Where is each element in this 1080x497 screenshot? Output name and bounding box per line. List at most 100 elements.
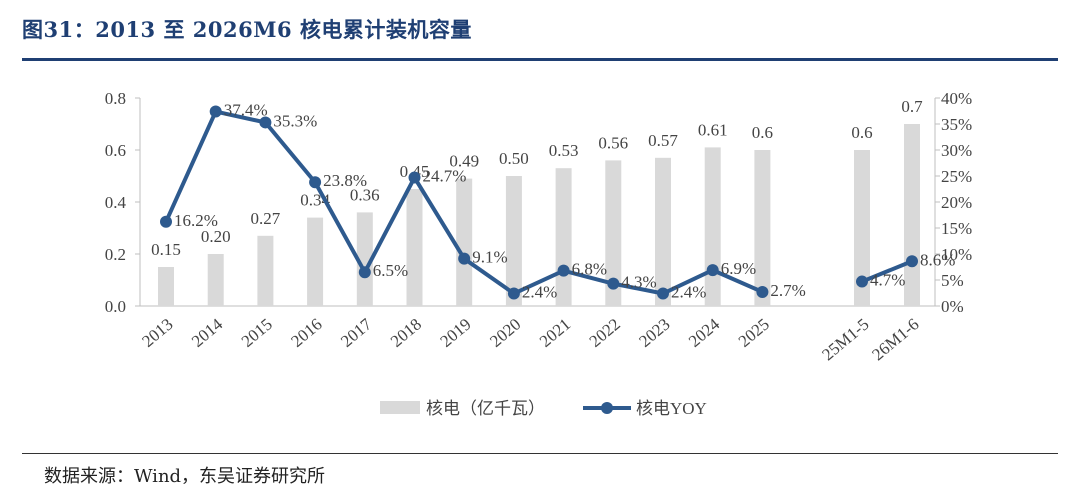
- capacity-bar: [704, 147, 721, 306]
- x-tick-label: 2015: [238, 315, 276, 351]
- capacity-bar-label: 0.53: [549, 141, 579, 160]
- capacity-bar-label: 0.27: [251, 209, 281, 228]
- capacity-bar: [356, 212, 373, 306]
- legend-line-marker: [601, 402, 613, 414]
- capacity-bar: [505, 176, 522, 306]
- yoy-value-label: 16.2%: [174, 211, 218, 230]
- yoy-value-label: 23.8%: [323, 171, 367, 190]
- x-tick-label: 2013: [138, 315, 176, 351]
- yoy-labels: 16.2% 37.4% 35.3% 23.8% 6.5% 24.7% 9.1% 2.4% 6.8…: [174, 101, 955, 302]
- x-tick-label: 2021: [536, 315, 574, 351]
- capacity-bar-label: 0.7: [901, 97, 923, 116]
- yoy-value-label: 6.9%: [721, 259, 756, 278]
- yoy-point: [458, 252, 471, 265]
- legend-bar-label: 核电（亿千瓦）: [426, 399, 545, 418]
- y-left-tick-label: 0.0: [105, 297, 126, 316]
- capacity-bar-label: 0.61: [698, 120, 728, 139]
- x-tick-label: 2016: [287, 315, 325, 351]
- yoy-value-label: 37.4%: [224, 101, 268, 120]
- nuclear-capacity-chart: 0.150.200.270.34 0.360.450.49 0.50 0.53 0.56…: [105, 89, 972, 418]
- yoy-point: [607, 277, 620, 290]
- y-right-tick-label: 35%: [941, 115, 972, 134]
- yoy-line-segment: [861, 259, 913, 284]
- yoy-point: [209, 105, 222, 118]
- y-left-tick-label: 0.8: [105, 89, 126, 108]
- yoy-point: [358, 266, 371, 279]
- x-tick-label: 2023: [635, 315, 673, 351]
- capacity-bar-label: 0.6: [851, 123, 872, 142]
- bar-series: [158, 124, 920, 306]
- title-rule: [22, 58, 1058, 61]
- x-tick-label: 2014: [188, 314, 227, 351]
- x-tick-label: 2019: [437, 315, 475, 351]
- capacity-bar-label: 0.49: [449, 152, 479, 171]
- y-left-tick-label: 0.4: [105, 193, 127, 212]
- yoy-point: [657, 287, 669, 300]
- x-tick-label: 2022: [586, 315, 624, 351]
- y-right-tick-label: 10%: [941, 245, 972, 264]
- capacity-bar-label: 0.6: [752, 123, 773, 142]
- yoy-value-label: 9.1%: [472, 248, 507, 267]
- capacity-bar: [158, 267, 174, 306]
- capacity-bar-label: 0.20: [201, 227, 231, 246]
- capacity-bar: [307, 217, 324, 306]
- yoy-point: [756, 285, 769, 298]
- y-right-tick-label: 30%: [941, 141, 972, 160]
- axes: [135, 97, 940, 307]
- x-tick-label: 2018: [387, 315, 425, 351]
- legend-line-label: 核电YOY: [636, 399, 707, 418]
- yoy-value-label: 2.4%: [671, 283, 706, 302]
- capacity-bar-label: 0.57: [648, 131, 678, 150]
- figure-title: 图31：2013 至 2026M6 核电累计装机容量: [22, 17, 472, 42]
- capacity-bar-label: 0.36: [350, 185, 380, 204]
- footer-rule: [22, 453, 1058, 454]
- capacity-bar: [406, 189, 423, 306]
- y-right-tick-label: 40%: [941, 89, 972, 108]
- y-right-tick-label: 20%: [941, 193, 972, 212]
- yoy-value-label: 4.3%: [621, 273, 656, 292]
- yoy-value-label: 35.3%: [273, 111, 317, 130]
- x-tick-label: 2020: [486, 315, 524, 351]
- capacity-bar-label: 0.56: [598, 133, 628, 152]
- yoy-value-label: 24.7%: [423, 167, 467, 186]
- x-tick-label: 26M1-6: [868, 315, 922, 365]
- yoy-value-label: 6.5%: [373, 261, 408, 280]
- y-left-tick-label: 0.2: [105, 245, 126, 264]
- capacity-bar-label: 0.15: [151, 240, 181, 259]
- yoy-point: [557, 264, 570, 277]
- x-tick-label: 2024: [685, 314, 724, 351]
- capacity-bar: [605, 160, 622, 306]
- capacity-bar: [655, 157, 671, 306]
- x-tick-label: 2025: [735, 315, 773, 351]
- capacity-bar-label: 0.45: [400, 162, 430, 181]
- yoy-point: [309, 176, 322, 189]
- yoy-point: [160, 215, 172, 228]
- capacity-bar: [456, 178, 473, 306]
- yoy-value-label: 2.7%: [770, 281, 805, 300]
- yoy-point: [259, 116, 272, 129]
- capacity-bar: [754, 150, 771, 306]
- yoy-line-series: [160, 105, 918, 300]
- capacity-bar: [904, 124, 920, 306]
- legend-bar-swatch: [380, 401, 420, 414]
- tick-labels: 0.0 0.2 0.4 0.6 0.8 0% 5% 10% 15% 20% 25% 30% 35% 40%…: [105, 89, 972, 364]
- capacity-bar-label: 0.50: [499, 149, 529, 168]
- yoy-point: [507, 287, 520, 300]
- yoy-point: [706, 264, 719, 277]
- y-right-tick-label: 15%: [941, 219, 972, 238]
- y-left-tick-label: 0.6: [105, 141, 126, 160]
- capacity-bar: [854, 150, 870, 306]
- bar-labels: 0.150.200.270.34 0.360.450.49 0.50 0.53 0.56…: [151, 97, 923, 259]
- yoy-value-label: 6.8%: [572, 260, 607, 279]
- capacity-bar: [257, 235, 274, 306]
- x-tick-label: 2017: [337, 314, 376, 351]
- yoy-point: [856, 275, 868, 288]
- y-right-tick-label: 25%: [941, 167, 972, 186]
- y-right-tick-label: 5%: [941, 271, 964, 290]
- x-tick-label: 25M1-5: [818, 315, 872, 365]
- legend: 核电（亿千瓦） 核电YOY: [380, 399, 707, 418]
- yoy-value-label: 8.6%: [920, 250, 955, 269]
- yoy-value-label: 2.4%: [522, 283, 557, 302]
- y-right-tick-label: 0%: [941, 297, 964, 316]
- capacity-bar: [207, 254, 224, 306]
